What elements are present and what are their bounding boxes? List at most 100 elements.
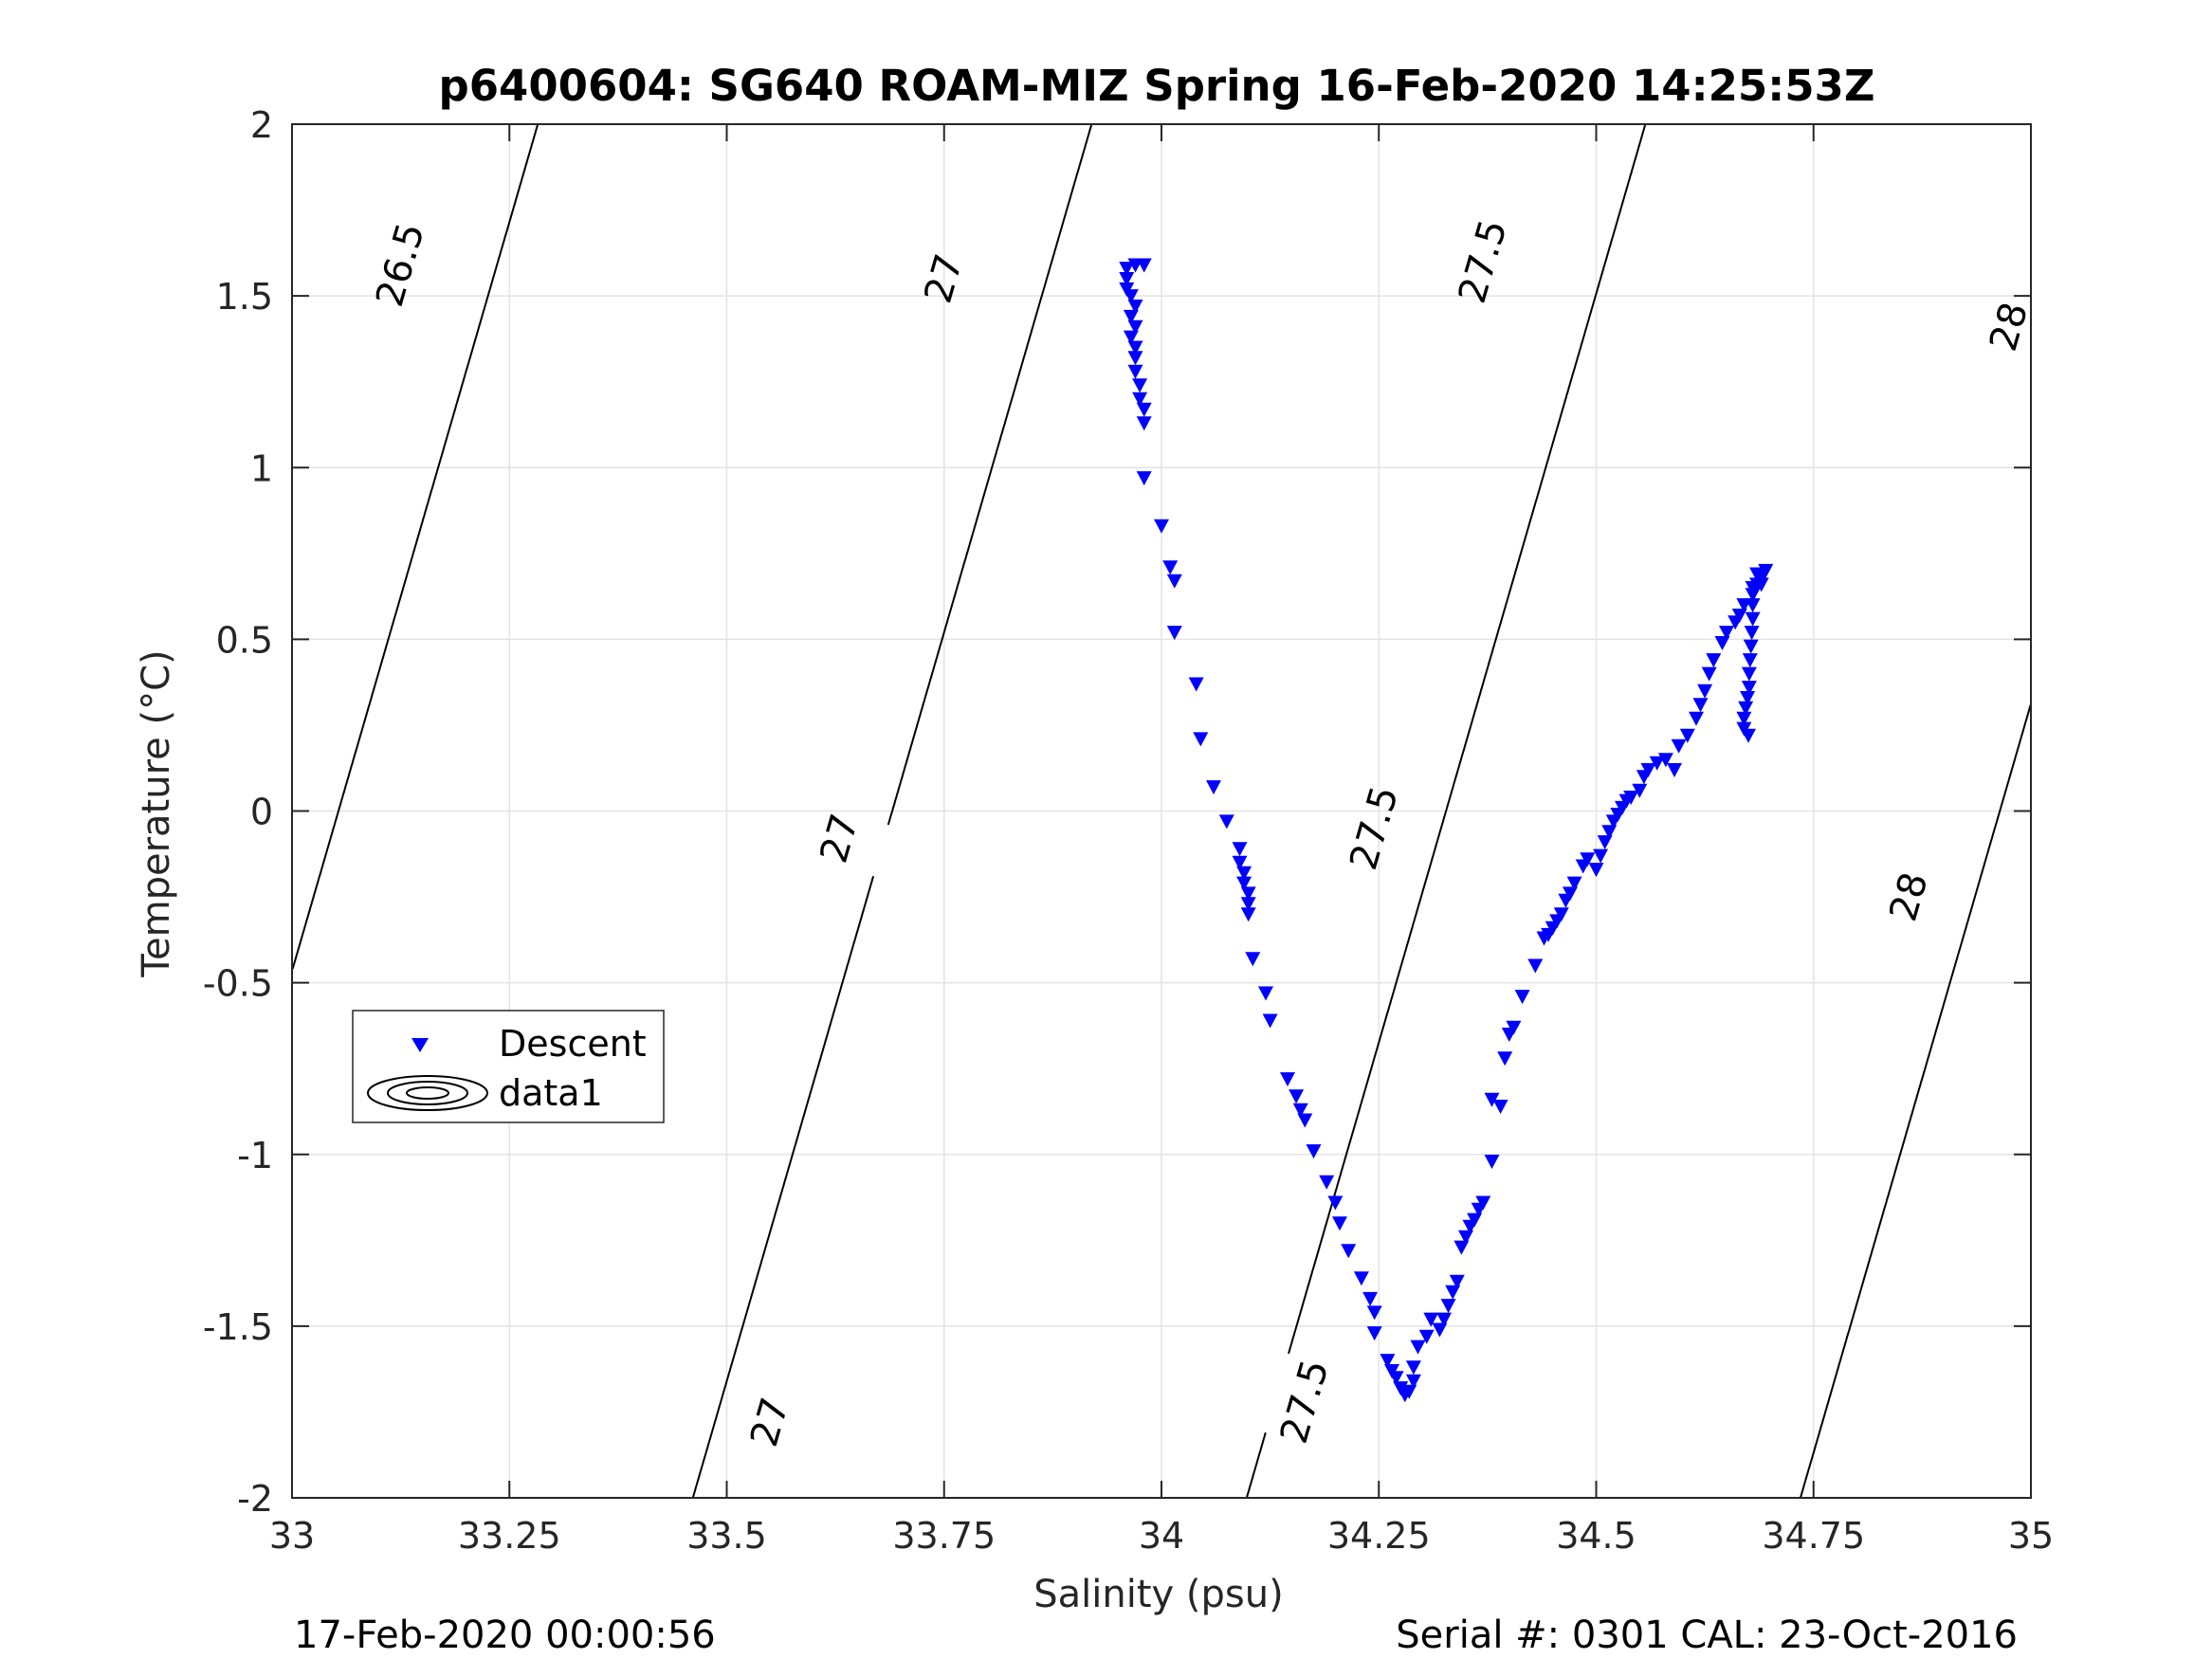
descent-point [1362,1291,1379,1306]
descent-point [1240,907,1256,922]
descent-point [1440,1299,1456,1314]
descent-point [1119,262,1135,277]
x-axis-label: Salinity (psu) [1033,1573,1283,1616]
descent-point [1731,609,1747,623]
descent-point [1671,738,1687,754]
descent-point [1280,1072,1295,1087]
descent-point [1593,848,1609,864]
descent-point [1405,1360,1421,1376]
descent-point [1236,866,1252,881]
descent-point [1289,1089,1305,1104]
x-tick-label: 33.25 [458,1515,561,1557]
footer-serial-cal: Serial #: 0301 CAL: 23-Oct-2016 [1396,1613,2018,1657]
legend: Descent data1 [352,1010,665,1123]
y-tick-label: -1 [237,1135,273,1176]
descent-point [1744,626,1760,641]
descent-point [1601,825,1618,840]
descent-point [1410,1340,1426,1355]
contour-line-27 [691,876,875,1499]
descent-point [1341,1244,1357,1259]
y-tick-label: -2 [237,1478,273,1520]
descent-point [1193,732,1209,747]
x-tick-label: 34 [1139,1515,1184,1557]
descent-point [1580,852,1596,867]
descent-point [1353,1271,1369,1286]
descent-point [1745,598,1761,613]
descent-point [1258,986,1273,1001]
descent-point [1240,886,1256,902]
descent-point [1741,681,1757,696]
descent-point [1136,258,1152,273]
descent-point [1127,319,1143,335]
y-tick-label: 0.5 [216,619,273,661]
descent-point [1745,581,1761,595]
descent-point [1232,855,1248,870]
descent-point [1484,1092,1500,1107]
descent-point [1297,1113,1313,1128]
legend-descent-label: Descent [499,1023,647,1065]
x-tick-label: 35 [2008,1515,2054,1557]
contour-line-27-5 [1288,123,1647,1355]
x-tick-label: 34.75 [1762,1515,1865,1557]
descent-point [1218,814,1234,830]
descent-point [1188,677,1204,692]
descent-point [1741,666,1757,682]
descent-point [1245,952,1261,967]
descent-point [1632,783,1648,798]
descent-point [1319,1175,1335,1190]
descent-point [1701,666,1717,682]
descent-point [1745,611,1761,627]
descent-point [1292,1103,1308,1118]
descent-point [1475,1195,1491,1211]
x-tick-label: 33 [269,1515,315,1557]
legend-data1-label: data1 [499,1072,603,1114]
descent-point [1123,289,1139,304]
descent-point [1401,1384,1417,1399]
descent-point [1136,416,1152,431]
descent-point [1132,378,1148,393]
x-tick-label: 33.75 [892,1515,996,1557]
descent-point [1423,1312,1439,1327]
descent-point [1445,1285,1461,1300]
legend-box [352,1010,665,1123]
descent-point [1327,1195,1344,1211]
descent-point [1566,876,1582,891]
descent-point [1236,876,1252,891]
descent-point [1553,907,1569,922]
legend-descent-marker [411,1038,429,1052]
descent-point [1366,1305,1382,1321]
descent-point [1657,753,1673,768]
descent-point [1492,1100,1508,1114]
descent-point [1697,684,1713,699]
descent-point [1240,897,1256,912]
chart-title: p6400604: SG640 ROAM-MIZ Spring 16-Feb-2… [439,61,1875,111]
descent-point [1166,626,1182,641]
descent-point [1623,791,1639,805]
descent-point [1436,1312,1452,1327]
descent-point [1679,728,1695,743]
descent-point [1736,711,1752,726]
descent-point [1453,1240,1470,1255]
descent-point [1127,340,1143,356]
descent-point [1667,763,1682,777]
descent-point [1123,330,1139,345]
descent-point [1127,364,1143,379]
descent-point [1136,471,1152,486]
footer-timestamp: 17-Feb-2020 00:00:56 [294,1613,716,1657]
descent-point [1166,574,1182,589]
descent-point [1127,351,1143,366]
descent-point [1262,1013,1278,1029]
descent-point [1740,691,1756,705]
descent-point [1640,763,1656,777]
descent-point [1506,1020,1522,1035]
descent-point [1132,392,1148,407]
descent-point [1306,1144,1322,1159]
ticks: 33 33.25 33.5 33.75 34 34.25 34.5 34.75 35 -2 -1.5… [203,104,2054,1557]
descent-point [1749,567,1765,582]
y-tick-label: 1 [250,447,273,489]
descent-point [1380,1354,1396,1369]
descent-point [1388,1371,1404,1386]
descent-point [1563,886,1578,902]
descent-point [1467,1212,1483,1228]
